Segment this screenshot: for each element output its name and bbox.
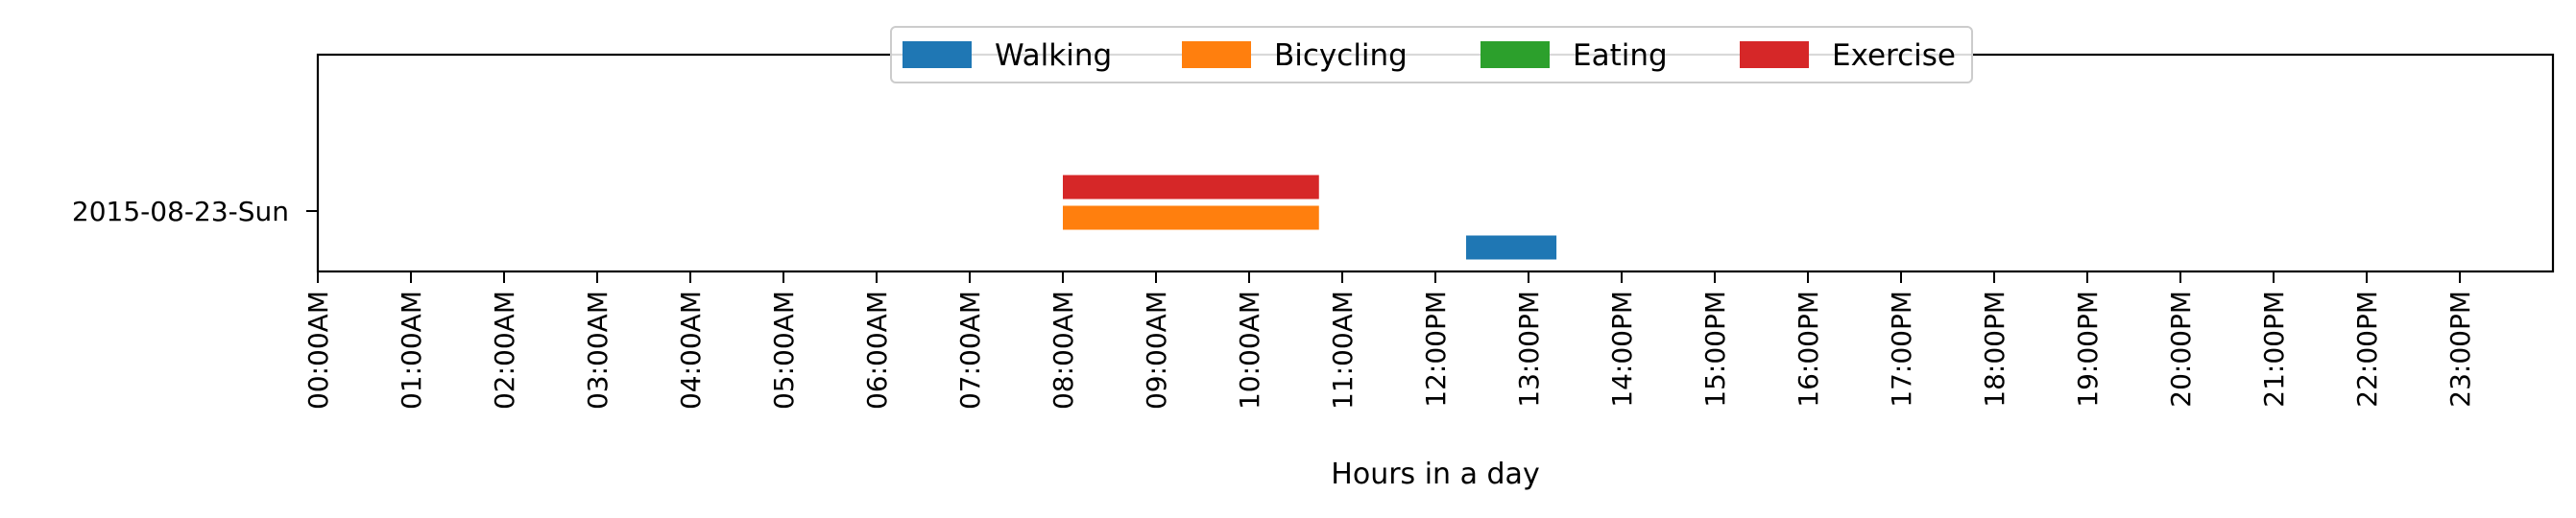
bar-walking: [1466, 235, 1557, 260]
x-tick-label: 14:00PM: [1606, 291, 1638, 408]
x-tick-label: 19:00PM: [2072, 291, 2104, 408]
legend-swatch-walking: [903, 41, 972, 68]
x-tick-label: 23:00PM: [2444, 291, 2476, 408]
x-tick-label: 12:00PM: [1420, 291, 1452, 408]
x-tick-label: 08:00AM: [1047, 291, 1079, 410]
legend-label-walking: Walking: [995, 38, 1112, 73]
bars-layer: [1063, 175, 1557, 260]
legend-swatch-exercise: [1740, 41, 1809, 68]
x-tick-label: 07:00AM: [954, 291, 986, 410]
x-tick-label: 22:00PM: [2351, 291, 2383, 408]
legend-label-exercise: Exercise: [1832, 38, 1956, 73]
x-tick-label: 00:00AM: [302, 291, 334, 410]
x-tick-label: 17:00PM: [1886, 291, 1917, 408]
legend-box: [890, 26, 1973, 83]
x-tick-label: 10:00AM: [1234, 291, 1265, 410]
x-tick-label: 09:00AM: [1141, 291, 1172, 410]
x-tick-label: 16:00PM: [1793, 291, 1824, 408]
x-axis: 00:00AM 01:00AM 02:00AM 03:00AM 04:00AM 05:00…: [302, 271, 2476, 410]
x-tick-label: 18:00PM: [1979, 291, 2010, 408]
x-tick-label: 20:00PM: [2165, 291, 2197, 408]
x-tick-label: 01:00AM: [396, 291, 427, 410]
x-tick-label: 15:00PM: [1699, 291, 1731, 408]
bar-exercise: [1063, 175, 1319, 200]
y-tick-label: 2015-08-23-Sun: [72, 196, 289, 227]
x-tick-label: 03:00AM: [582, 291, 614, 410]
legend-swatch-bicycling: [1182, 41, 1251, 68]
x-tick-label: 06:00AM: [861, 291, 893, 410]
plot-area: [318, 55, 2553, 271]
y-axis: 2015-08-23-Sun: [72, 196, 318, 227]
x-tick-label: 05:00AM: [768, 291, 800, 410]
bar-bicycling: [1063, 205, 1319, 230]
x-tick-label: 02:00AM: [489, 291, 520, 410]
legend-label-eating: Eating: [1573, 38, 1668, 73]
x-tick-label: 13:00PM: [1513, 291, 1545, 408]
x-axis-label: Hours in a day: [1331, 458, 1539, 491]
x-tick-label: 11:00AM: [1327, 291, 1359, 410]
x-tick-label: 21:00PM: [2258, 291, 2290, 408]
legend-swatch-eating: [1481, 41, 1550, 68]
x-tick-label: 04:00AM: [675, 291, 707, 410]
legend-label-bicycling: Bicycling: [1274, 38, 1408, 73]
legend: Walking Bicycling Eating Exercise: [890, 26, 1973, 83]
